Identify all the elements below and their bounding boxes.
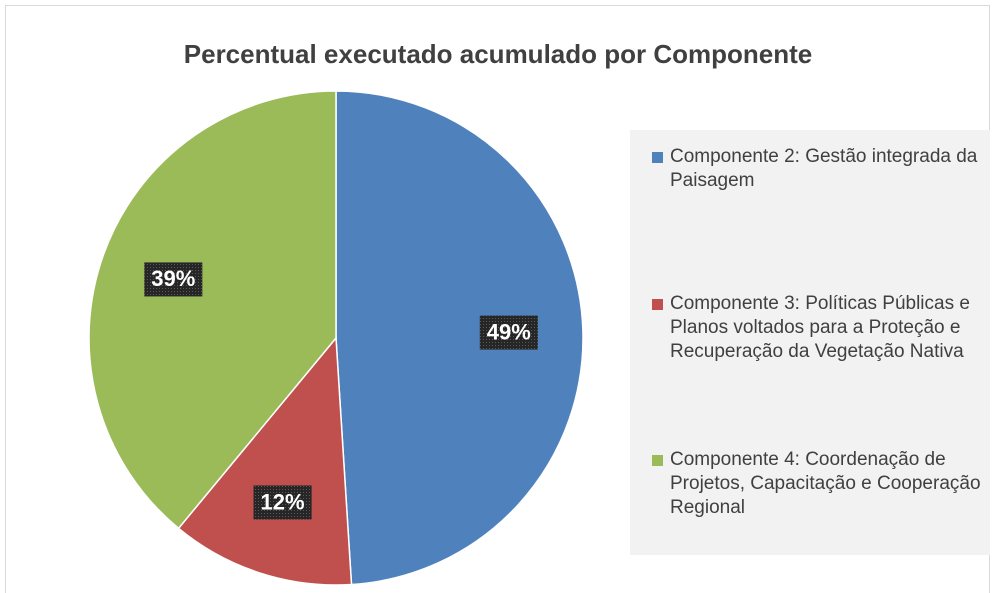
data-label: 39% <box>151 266 195 291</box>
data-label: 12% <box>261 489 305 514</box>
legend-swatch <box>652 455 663 466</box>
pie-slice <box>335 90 584 586</box>
legend-item: Componente 2: Gestão integrada da Paisag… <box>652 145 996 193</box>
pie-slice <box>177 336 353 586</box>
pie-slice <box>88 90 337 530</box>
legend-label: Componente 4: Coordenação de Projetos, C… <box>670 449 981 518</box>
legend: Componente 2: Gestão integrada da Paisag… <box>630 130 990 555</box>
data-label: 49% <box>487 319 531 344</box>
legend-swatch <box>652 299 663 310</box>
chart-title: Percentual executado acumulado por Compo… <box>184 39 812 69</box>
legend-label: Componente 2: Gestão integrada da Paisag… <box>670 146 978 191</box>
data-label-box <box>253 485 312 520</box>
legend-swatch <box>652 152 663 163</box>
legend-label: Componente 3: Políticas Públicas e Plano… <box>670 293 970 362</box>
legend-item: Componente 3: Políticas Públicas e Plano… <box>652 292 996 364</box>
data-label-box <box>479 315 538 350</box>
data-label-box <box>144 262 203 297</box>
legend-item: Componente 4: Coordenação de Projetos, C… <box>652 448 996 520</box>
